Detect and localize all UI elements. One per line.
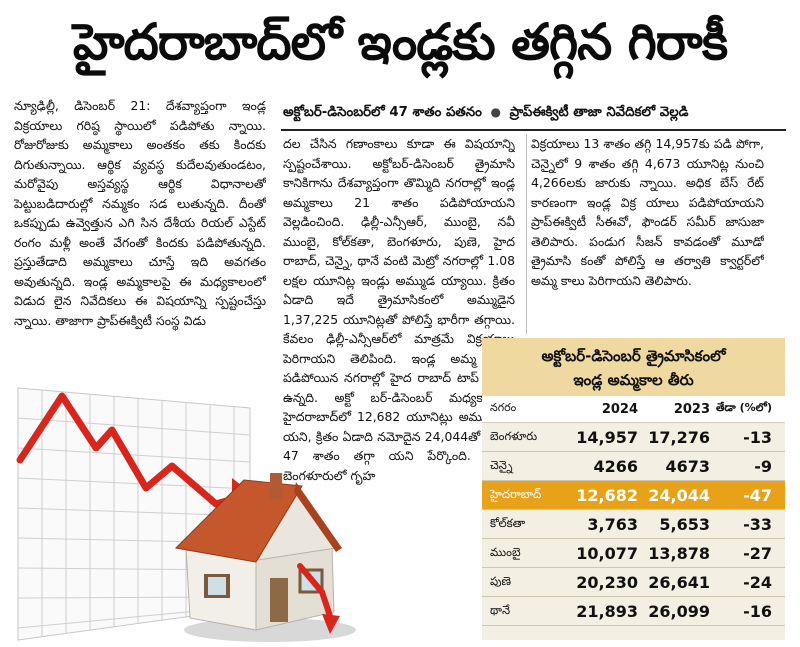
table-title: అక్టోబర్-డిసెంబర్ త్రైమాసికంలో ఇండ్ల అమ్… <box>482 338 785 396</box>
article-text-2: దల చేసిన గణాంకాలు కూడా ఈ విషయాన్ని స్పష్… <box>283 136 515 483</box>
table-row: ముంబై 10,077 13,878 -27 <box>482 539 785 568</box>
cell-change: -13 <box>743 427 772 447</box>
cell-2023: 24,044 <box>648 485 710 505</box>
cell-city: పుణె <box>490 573 511 588</box>
table-row: చెన్నై 4266 4673 -9 <box>482 452 785 481</box>
column-divider <box>526 134 527 334</box>
cell-2024: 12,682 <box>576 485 638 505</box>
table-title-line2: ఇండ్ల అమ్మకాల తీరు <box>573 371 694 389</box>
subhead-right: ప్రాప్ఈక్విటీ తాజా నివేదికలో వెల్లడి <box>509 105 689 120</box>
cell-2023: 17,276 <box>648 427 710 447</box>
cell-change: -47 <box>743 485 772 505</box>
house-icon <box>174 473 356 642</box>
cell-2024: 4266 <box>593 456 638 476</box>
header-2023: 2023 <box>673 401 710 417</box>
cell-change: -9 <box>754 456 772 476</box>
trend-line <box>16 392 248 508</box>
cell-2024: 20,230 <box>576 572 638 592</box>
article-column-2: దల చేసిన గణాంకాలు కూడా ఈ విషయాన్ని స్పష్… <box>283 134 515 639</box>
table-header-row: నగరం 2024 2023 తేడా (%లో) <box>482 396 785 423</box>
header-city: నగరం <box>490 401 517 414</box>
table-row: థానే 21,893 26,099 -16 <box>482 597 785 626</box>
cell-2023: 13,878 <box>648 543 710 563</box>
subhead-rule <box>281 129 786 131</box>
down-arrow <box>297 563 333 619</box>
table-row: పుణె 20,230 26,641 -24 <box>482 568 785 597</box>
cell-2023: 26,641 <box>648 572 710 592</box>
header-2024: 2024 <box>601 401 638 417</box>
subheadline: అక్టోబర్-డిసెంబర్‌లో 47 శాతం పతనం ● ప్రా… <box>283 98 793 126</box>
article-column-3: విక్రయాలు 13 శాతం తగ్గి 14,957కు పడి పోగ… <box>531 134 764 338</box>
article-text-3: విక్రయాలు 13 శాతం తగ్గి 14,957కు పడి పోగ… <box>531 136 764 288</box>
falling-house-graphic <box>16 387 356 642</box>
sales-table: అక్టోబర్-డిసెంబర్ త్రైమాసికంలో ఇండ్ల అమ్… <box>482 338 785 640</box>
cell-change: -33 <box>743 514 772 534</box>
article-column-1: న్యూఢిల్లీ, డిసెంబర్ 21: దేశవ్యాప్తంగా ఇ… <box>14 96 266 380</box>
table-title-line1: అక్టోబర్-డిసెంబర్ త్రైమాసికంలో <box>541 347 726 365</box>
cell-city: బెంగళూరు <box>490 428 538 443</box>
cell-change: -27 <box>743 543 772 563</box>
table-row: బెంగళూరు 14,957 17,276 -13 <box>482 423 785 452</box>
cell-2023: 5,653 <box>659 514 710 534</box>
cell-2024: 10,077 <box>576 543 638 563</box>
cell-2024: 21,893 <box>576 601 638 621</box>
cell-2024: 3,763 <box>587 514 638 534</box>
header-change: తేడా (%లో) <box>715 401 772 414</box>
bullet-icon: ● <box>490 105 501 119</box>
cell-2023: 4673 <box>665 456 710 476</box>
cell-2024: 14,957 <box>576 427 638 447</box>
cell-city: ముంబై <box>490 544 521 559</box>
cell-city: హైదరాబాద్ <box>490 486 542 501</box>
table-row-highlighted: హైదరాబాద్ 12,682 24,044 -47 <box>482 481 785 510</box>
article-text-1: న్యూఢిల్లీ, డిసెంబర్ 21: దేశవ్యాప్తంగా ఇ… <box>14 98 266 328</box>
headline: హైదరాబాద్‌లో ఇండ్లకు తగ్గిన గిరాకీ <box>72 13 728 71</box>
cell-city: కోల్‌కతా <box>490 515 526 530</box>
table-row: కోల్‌కతా 3,763 5,653 -33 <box>482 510 785 539</box>
subhead-left: అక్టోబర్-డిసెంబర్‌లో 47 శాతం పతనం <box>283 105 482 120</box>
cell-change: -24 <box>743 572 772 592</box>
cell-city: థానే <box>490 602 511 617</box>
cell-change: -16 <box>743 601 772 621</box>
cell-2023: 26,099 <box>648 601 710 621</box>
cell-city: చెన్నై <box>490 457 513 472</box>
